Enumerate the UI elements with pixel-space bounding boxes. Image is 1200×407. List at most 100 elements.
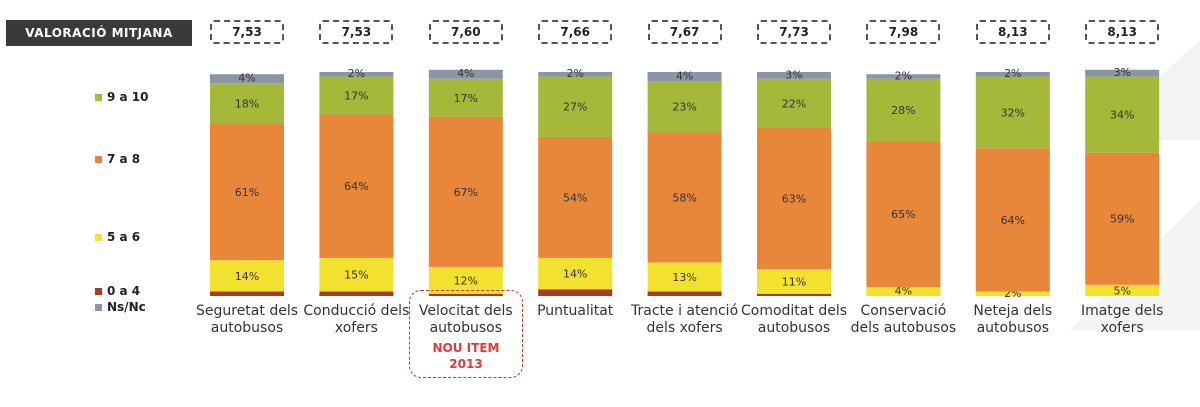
data-label: 58%: [672, 191, 696, 204]
average-score-box: 7,53: [210, 20, 284, 44]
data-label: 2%: [895, 69, 912, 82]
bar-segment: [210, 260, 284, 292]
bar-segment: [428, 116, 503, 267]
category-label: Puntualitat: [537, 303, 614, 319]
data-label: 28%: [891, 104, 915, 117]
data-label: 2%: [566, 67, 583, 80]
bar-segment: [319, 291, 394, 296]
bar-segment: [975, 148, 1050, 292]
data-label: 13%: [672, 271, 696, 284]
bar-segment: [757, 72, 831, 79]
data-label: 15%: [344, 269, 368, 282]
data-label: 17%: [344, 90, 368, 103]
legend-label: 5 a 6: [107, 230, 141, 244]
data-label: 65%: [891, 208, 915, 221]
data-label: 3%: [785, 68, 802, 81]
data-label: 2%: [1004, 67, 1021, 80]
bar-segment: [975, 72, 1050, 77]
data-label: 12%: [454, 274, 478, 287]
category-label: Comoditat dels autobusos: [740, 303, 847, 336]
bar-segment: [319, 72, 394, 77]
data-label: 18%: [235, 97, 259, 110]
bar-segment: [319, 114, 394, 258]
average-score-box: 7,60: [428, 20, 503, 44]
legend-label: Ns/Nc: [107, 300, 146, 314]
category-label: Tracte i atenció dels xofers: [631, 303, 739, 336]
legend-label: 0 a 4: [107, 284, 141, 298]
bar-segment: [210, 291, 284, 296]
bar-segment: [1085, 152, 1160, 285]
data-label: 34%: [1110, 109, 1134, 122]
bar-segment: [975, 76, 1050, 149]
data-label: 67%: [454, 186, 478, 199]
new-item-highlight: [409, 290, 523, 378]
legend-item: 5 a 6: [95, 230, 140, 244]
average-score-box: 7,98: [866, 20, 941, 44]
category-label: Conducció dels xofers: [303, 303, 410, 336]
category-label: Imatge dels xofers: [1080, 303, 1164, 336]
legend-item: Ns/Nc: [95, 300, 146, 314]
bar-segment: [647, 291, 722, 296]
data-label: 4%: [676, 69, 693, 82]
new-item-line1: NOU ITEM: [432, 341, 500, 355]
data-label: 64%: [344, 180, 368, 193]
bar-segment: [866, 287, 941, 296]
legend-swatch: [95, 155, 102, 163]
bar-segment: [975, 291, 1050, 296]
legend-swatch: [95, 233, 102, 241]
category-label: Velocitat dels autobusos: [418, 303, 513, 336]
bar-segment: [866, 78, 941, 142]
bar-segment: [210, 83, 284, 124]
data-label: 64%: [1001, 214, 1025, 227]
bar-segment: [866, 141, 941, 288]
bar-segment: [1085, 284, 1160, 296]
bar-segment: [757, 269, 831, 294]
bar-segment: [1085, 76, 1160, 153]
bar-segment: [647, 132, 722, 263]
average-rating-header: VALORACIÓ MITJANA: [6, 20, 192, 46]
legend-item: 9 a 10: [95, 90, 149, 104]
bar-segment: [428, 69, 503, 79]
category-label: Neteja dels autobusos: [973, 303, 1053, 336]
legend-label: 9 a 10: [107, 90, 149, 104]
average-score-box: 8,13: [975, 20, 1050, 44]
category-label: Seguretat dels autobusos: [195, 303, 298, 336]
average-score-box: 7,67: [647, 20, 722, 44]
data-label: 4%: [238, 72, 255, 85]
bar-segment: [538, 72, 613, 77]
legend-label: 7 a 8: [107, 152, 141, 166]
data-label: 32%: [1001, 106, 1025, 119]
bar-segment: [210, 74, 284, 84]
new-item-label: NOU ITEM 2013: [409, 340, 523, 372]
data-label: 14%: [235, 270, 259, 283]
bar-segment: [1085, 69, 1160, 77]
data-label: 11%: [782, 275, 806, 288]
average-score-box: 7,53: [319, 20, 394, 44]
data-label: 17%: [454, 92, 478, 105]
average-score-box: 8,13: [1085, 20, 1160, 44]
bar-segment: [647, 72, 722, 81]
legend-swatch: [95, 303, 102, 311]
bar-segment: [210, 123, 284, 261]
bar-segment: [428, 78, 503, 117]
data-label: 23%: [672, 101, 696, 114]
legend-swatch: [95, 287, 102, 295]
data-label: 63%: [782, 193, 806, 206]
bar-segment: [757, 293, 831, 296]
bar-segment: [538, 257, 613, 290]
data-label: 61%: [235, 186, 259, 199]
legend-item: 7 a 8: [95, 152, 140, 166]
bar-segment: [319, 76, 394, 115]
data-label: 27%: [563, 101, 587, 114]
data-label: 59%: [1110, 213, 1134, 226]
average-score-box: 7,73: [757, 20, 831, 44]
data-label: 14%: [563, 268, 587, 281]
data-label: 4%: [895, 285, 912, 298]
bar-segment: [757, 128, 831, 270]
new-item-line2: 2013: [449, 357, 483, 371]
bar-segment: [757, 78, 831, 128]
average-score-box: 7,66: [538, 20, 613, 44]
bar-segment: [428, 293, 503, 296]
